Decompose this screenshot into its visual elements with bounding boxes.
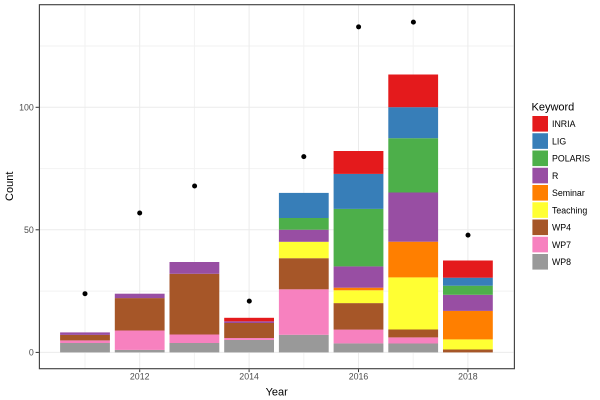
- svg-text:2014: 2014: [239, 372, 259, 382]
- svg-text:0: 0: [29, 348, 34, 358]
- svg-text:2012: 2012: [130, 372, 150, 382]
- svg-text:2018: 2018: [458, 372, 478, 382]
- svg-text:R: R: [552, 171, 558, 181]
- svg-text:POLARIS: POLARIS: [552, 154, 590, 164]
- svg-text:Keyword: Keyword: [532, 102, 575, 114]
- svg-text:WP7: WP7: [552, 240, 571, 250]
- svg-text:INRIA: INRIA: [552, 119, 576, 129]
- svg-text:Year: Year: [266, 387, 289, 399]
- svg-text:LIG: LIG: [552, 136, 566, 146]
- svg-text:2016: 2016: [349, 372, 369, 382]
- svg-text:Teaching: Teaching: [552, 205, 587, 215]
- svg-text:50: 50: [24, 225, 34, 235]
- svg-text:WP4: WP4: [552, 223, 571, 233]
- svg-text:Seminar: Seminar: [552, 188, 585, 198]
- svg-text:Count: Count: [4, 172, 16, 201]
- svg-text:WP8: WP8: [552, 257, 571, 267]
- svg-text:100: 100: [19, 103, 34, 113]
